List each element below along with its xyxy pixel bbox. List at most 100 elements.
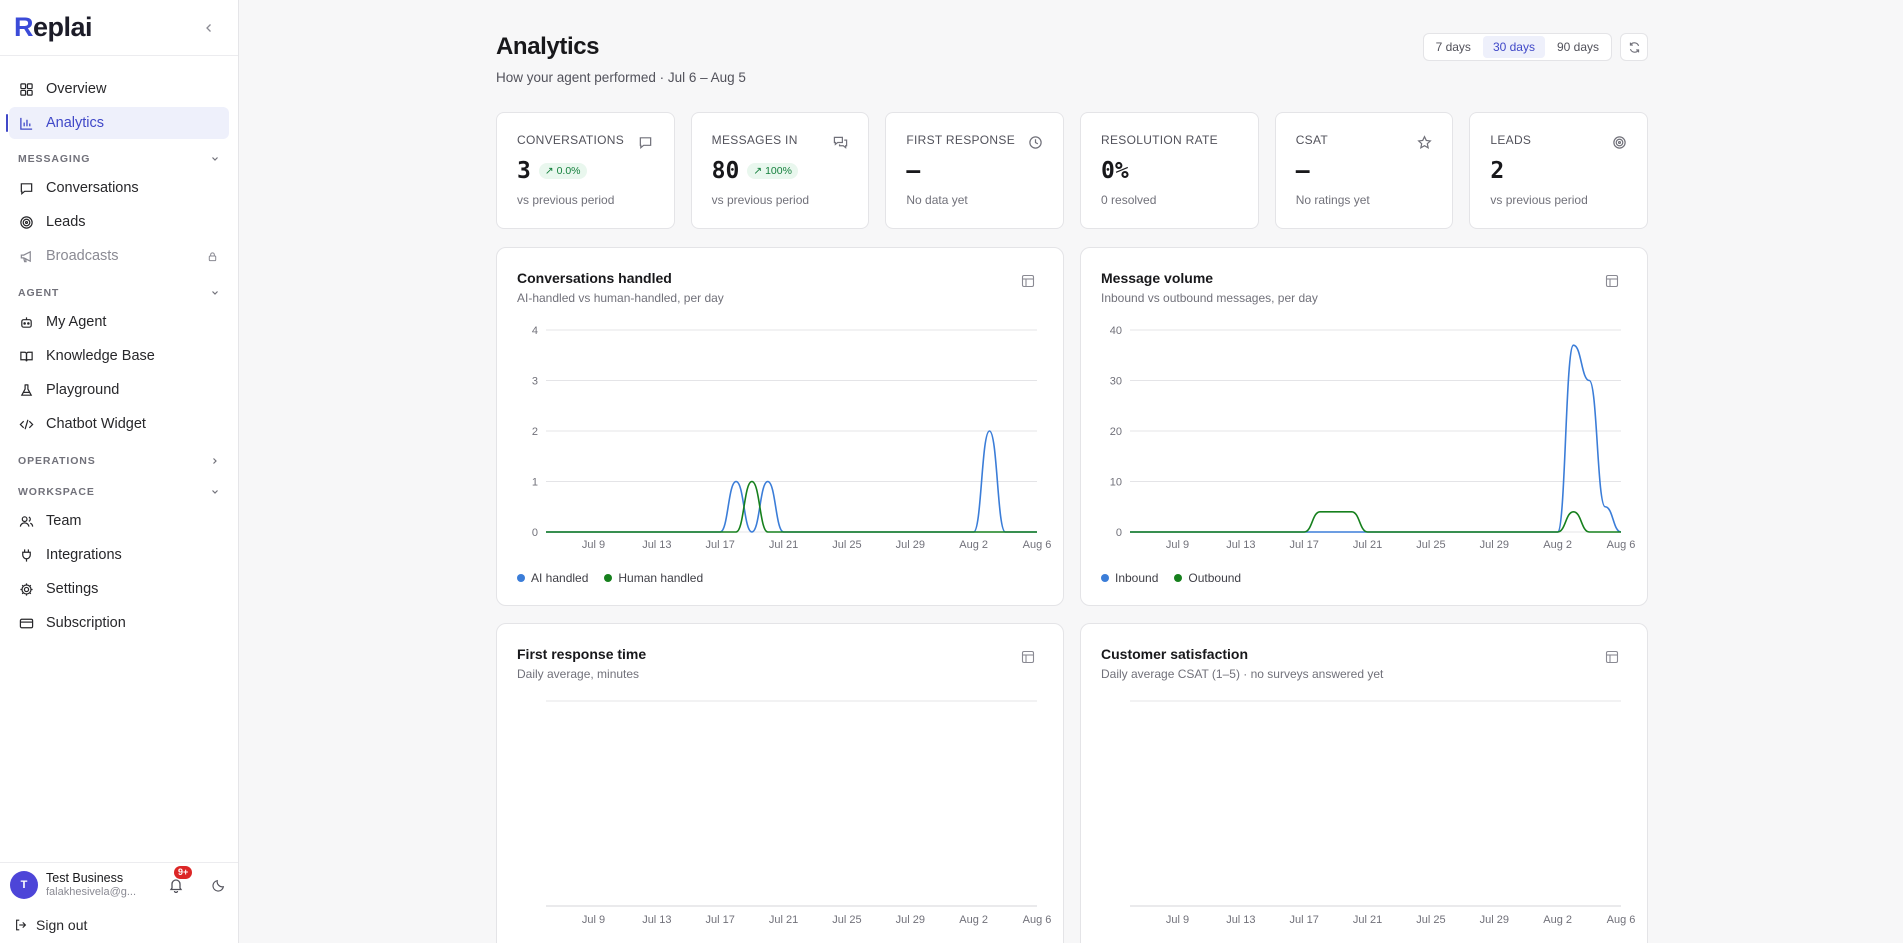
x-tick-label: Jul 9 bbox=[1166, 914, 1189, 926]
y-tick-label: 0 bbox=[532, 527, 538, 539]
megaphone-icon bbox=[18, 248, 34, 264]
chart-legend: Inbound Outbound bbox=[1101, 571, 1241, 585]
avatar[interactable]: T bbox=[10, 871, 38, 899]
x-tick-label: Jul 21 bbox=[1353, 539, 1382, 551]
x-tick-label: Jul 29 bbox=[1480, 539, 1509, 551]
logo-text: eplai bbox=[33, 12, 93, 42]
x-tick-label: Aug 6 bbox=[1607, 539, 1636, 551]
sidebar-item-broadcasts[interactable]: Broadcasts bbox=[9, 240, 229, 272]
legend-item-inbound[interactable]: Inbound bbox=[1101, 571, 1158, 585]
x-tick-label: Aug 6 bbox=[1607, 914, 1636, 926]
stat-card-csat: CSAT — No ratings yet bbox=[1274, 112, 1454, 229]
range-90-days-button[interactable]: 90 days bbox=[1556, 40, 1599, 54]
section-messaging[interactable]: MESSAGING bbox=[18, 148, 220, 170]
range-30-days-button[interactable]: 30 days bbox=[1482, 36, 1545, 58]
sidebar-item-label: Team bbox=[46, 513, 82, 529]
legend-item-ai-handled[interactable]: AI handled bbox=[517, 571, 588, 585]
chart-card-conversations-handled: Conversations handled AI-handled vs huma… bbox=[496, 247, 1064, 606]
user-info[interactable]: Test Business falakhesivela@g... bbox=[46, 871, 158, 898]
sidebar-item-analytics[interactable]: Analytics bbox=[6, 107, 229, 139]
chevron-down-icon bbox=[212, 490, 218, 494]
date-range-selector: 7 days 30 days 90 days bbox=[1422, 33, 1612, 61]
sidebar-item-label: Overview bbox=[46, 81, 107, 97]
legend-label: AI handled bbox=[531, 571, 589, 585]
conversations-line-chart: 0 1 2 3 4 Jul 9 Jul 13 Jul 17 Jul 21 Jul 25 Jul 29… bbox=[532, 325, 1052, 551]
stat-value: 0% bbox=[1101, 158, 1129, 184]
sidebar-item-integrations[interactable]: Integrations bbox=[9, 539, 229, 571]
sidebar-item-overview[interactable]: Overview bbox=[9, 73, 229, 105]
chevron-down-icon bbox=[212, 291, 218, 295]
section-label: OPERATIONS bbox=[18, 455, 96, 467]
stat-cards: CONVERSATIONS 3 ↗ 0.0% vs previous perio… bbox=[496, 112, 1649, 229]
sign-out-label: Sign out bbox=[36, 917, 88, 933]
sign-out-button[interactable]: Sign out bbox=[0, 907, 238, 943]
stat-caption: vs previous period bbox=[517, 193, 615, 207]
sidebar-item-label: Settings bbox=[46, 581, 99, 597]
stat-caption: vs previous period bbox=[1490, 193, 1588, 207]
refresh-button[interactable] bbox=[1620, 33, 1648, 61]
section-operations[interactable]: OPERATIONS bbox=[18, 450, 220, 472]
series-line-outbound bbox=[1130, 510, 1621, 533]
sidebar-item-leads[interactable]: Leads bbox=[9, 206, 229, 238]
sidebar-item-settings[interactable]: Settings bbox=[9, 573, 229, 605]
section-workspace[interactable]: WORKSPACE bbox=[18, 481, 220, 503]
section-label: WORKSPACE bbox=[18, 486, 95, 498]
x-tick-label: Aug 6 bbox=[1023, 914, 1052, 926]
section-agent[interactable]: AGENT bbox=[18, 282, 220, 304]
code-icon bbox=[18, 416, 34, 432]
sidebar-item-knowledge-base[interactable]: Knowledge Base bbox=[9, 340, 229, 372]
legend-item-human-handled[interactable]: Human handled bbox=[604, 571, 703, 585]
x-tick-label: Jul 9 bbox=[582, 539, 605, 551]
stat-card-resolution-rate: RESOLUTION RATE 0% 0 resolved bbox=[1080, 112, 1259, 229]
x-tick-label: Aug 2 bbox=[959, 914, 988, 926]
sidebar-item-label: Chatbot Widget bbox=[46, 416, 146, 432]
table-view-icon[interactable] bbox=[1605, 650, 1619, 664]
y-tick-label: 30 bbox=[1110, 376, 1122, 388]
moon-icon[interactable] bbox=[210, 876, 228, 894]
x-tick-label: Aug 2 bbox=[959, 539, 988, 551]
sidebar-item-my-agent[interactable]: My Agent bbox=[9, 306, 229, 338]
x-tick-label: Jul 25 bbox=[832, 539, 861, 551]
users-icon bbox=[18, 513, 34, 529]
sidebar-item-playground[interactable]: Playground bbox=[9, 374, 229, 406]
x-tick-label: Jul 25 bbox=[1416, 539, 1445, 551]
x-tick-label: Jul 13 bbox=[642, 914, 671, 926]
sidebar-item-team[interactable]: Team bbox=[9, 505, 229, 537]
stat-caption: vs previous period bbox=[711, 193, 810, 207]
table-view-icon[interactable] bbox=[1021, 650, 1035, 664]
stat-value: 3 bbox=[517, 158, 531, 184]
legend-label: Inbound bbox=[1115, 571, 1159, 585]
x-tick-label: Aug 2 bbox=[1543, 914, 1572, 926]
legend-dot bbox=[517, 574, 525, 582]
clock-icon bbox=[1027, 134, 1043, 150]
table-view-icon[interactable] bbox=[1605, 274, 1619, 288]
collapse-sidebar-icon[interactable] bbox=[200, 19, 218, 37]
sidebar-item-chatbot-widget[interactable]: Chatbot Widget bbox=[9, 408, 229, 440]
user-email: falakhesivela@g... bbox=[46, 885, 137, 898]
notifications-bell-icon[interactable]: 9+ bbox=[166, 866, 193, 895]
x-tick-label: Jul 9 bbox=[582, 914, 605, 926]
legend-item-outbound[interactable]: Outbound bbox=[1174, 571, 1241, 585]
stat-label: FIRST RESPONSE bbox=[906, 133, 1016, 147]
sidebar-item-subscription[interactable]: Subscription bbox=[9, 607, 229, 639]
y-tick-label: 1 bbox=[532, 477, 538, 489]
section-label: AGENT bbox=[18, 287, 60, 299]
user-account-row: T Test Business falakhesivela@g... 9+ bbox=[0, 863, 238, 907]
sidebar-item-conversations[interactable]: Conversations bbox=[9, 172, 229, 204]
csat-line-chart: Jul 9 Jul 13 Jul 17 Jul 21 Jul 25 Jul 29 Aug 2… bbox=[1130, 700, 1636, 926]
chart-subtitle: Daily average CSAT (1–5) · no surveys an… bbox=[1101, 667, 1384, 681]
table-view-icon[interactable] bbox=[1021, 274, 1035, 288]
chart-subtitle: Daily average, minutes bbox=[517, 667, 640, 681]
range-7-days-button[interactable]: 7 days bbox=[1435, 40, 1471, 54]
log-out-icon bbox=[16, 919, 27, 931]
target-icon bbox=[18, 214, 34, 230]
chart-card-first-response-time: First response time Daily average, minut… bbox=[496, 623, 1064, 943]
x-tick-label: Aug 2 bbox=[1543, 539, 1572, 551]
x-tick-label: Jul 17 bbox=[1290, 539, 1319, 551]
sidebar-footer: T Test Business falakhesivela@g... 9+ Si… bbox=[0, 862, 238, 943]
chart-subtitle: AI-handled vs human-handled, per day bbox=[517, 291, 724, 305]
chart-title: Conversations handled bbox=[517, 270, 672, 286]
